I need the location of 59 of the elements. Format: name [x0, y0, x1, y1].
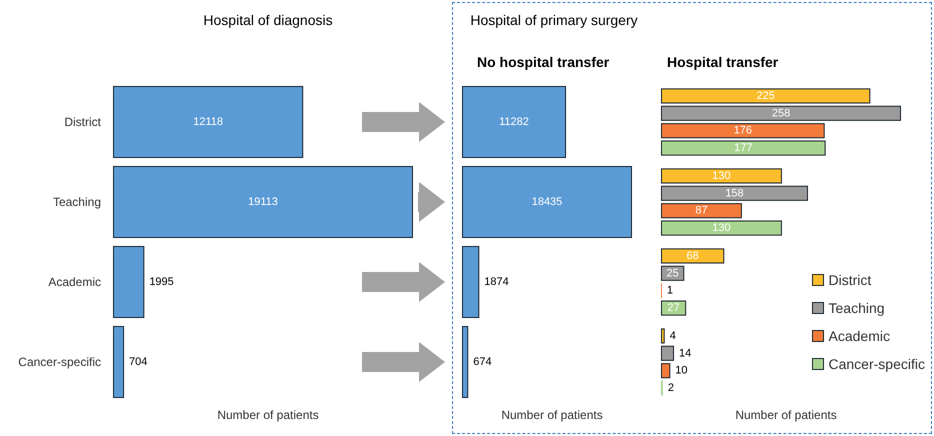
x-axis-title: Number of patients: [501, 408, 603, 422]
data-label: 674: [473, 356, 492, 368]
bar: [113, 166, 413, 238]
bar: [661, 123, 825, 138]
bar: [661, 106, 901, 121]
bar: [462, 246, 480, 318]
bar: [113, 326, 124, 398]
bar: [661, 186, 808, 201]
bar: [113, 86, 304, 158]
data-label: 2: [668, 382, 674, 394]
data-label: 1: [666, 284, 674, 297]
data-label: 4: [670, 330, 676, 342]
data-label: 130: [712, 170, 731, 182]
bar: [661, 203, 742, 218]
bar: [661, 346, 674, 361]
x-axis-title: Number of patients: [217, 408, 319, 422]
data-label: 18435: [532, 196, 562, 208]
data-label: 19113: [248, 196, 278, 208]
data-label: 10: [675, 364, 688, 377]
chart-title: Hospital of primary surgery: [470, 12, 638, 28]
data-label: 258: [772, 107, 790, 120]
data-label: 11282: [499, 116, 529, 128]
bar: [462, 166, 632, 238]
data-label: 68: [686, 250, 699, 262]
bar: [661, 363, 670, 378]
legend-label: Cancer-specific: [828, 356, 925, 372]
legend-label: Academic: [828, 328, 890, 344]
data-label: 225: [756, 90, 775, 102]
bar: [462, 86, 566, 158]
data-label: 1874: [484, 276, 509, 288]
data-label: 704: [129, 356, 148, 368]
bar: [661, 168, 782, 184]
y-tick-label: Academic: [48, 275, 101, 289]
bar: [113, 246, 144, 318]
data-label: 12118: [193, 116, 223, 128]
bar: [661, 140, 826, 156]
bar: [661, 88, 870, 104]
data-label: 130: [712, 222, 731, 234]
data-label: 177: [734, 142, 753, 154]
data-label: 176: [734, 124, 752, 137]
bar: [661, 220, 782, 236]
data-label: 1995: [149, 276, 174, 288]
chart-subtitle: No hospital transfer: [477, 54, 610, 70]
y-tick-label: District: [64, 115, 102, 129]
data-label: 87: [695, 204, 708, 217]
legend-label: Teaching: [828, 300, 885, 316]
chart-title: Hospital of diagnosis: [203, 12, 333, 28]
data-label: 14: [679, 347, 692, 360]
legend-label: District: [828, 272, 872, 288]
data-label: 25: [666, 267, 679, 280]
x-axis-title: Number of patients: [735, 408, 837, 422]
data-label: 27: [667, 302, 680, 314]
bar: [661, 328, 665, 344]
chart-title: Hospital transfer: [667, 54, 779, 70]
y-tick-label: Cancer-specific: [18, 355, 101, 369]
data-label: 158: [725, 187, 744, 200]
bar: [661, 248, 724, 264]
y-tick-label: Teaching: [52, 195, 101, 209]
bar: [462, 326, 468, 398]
